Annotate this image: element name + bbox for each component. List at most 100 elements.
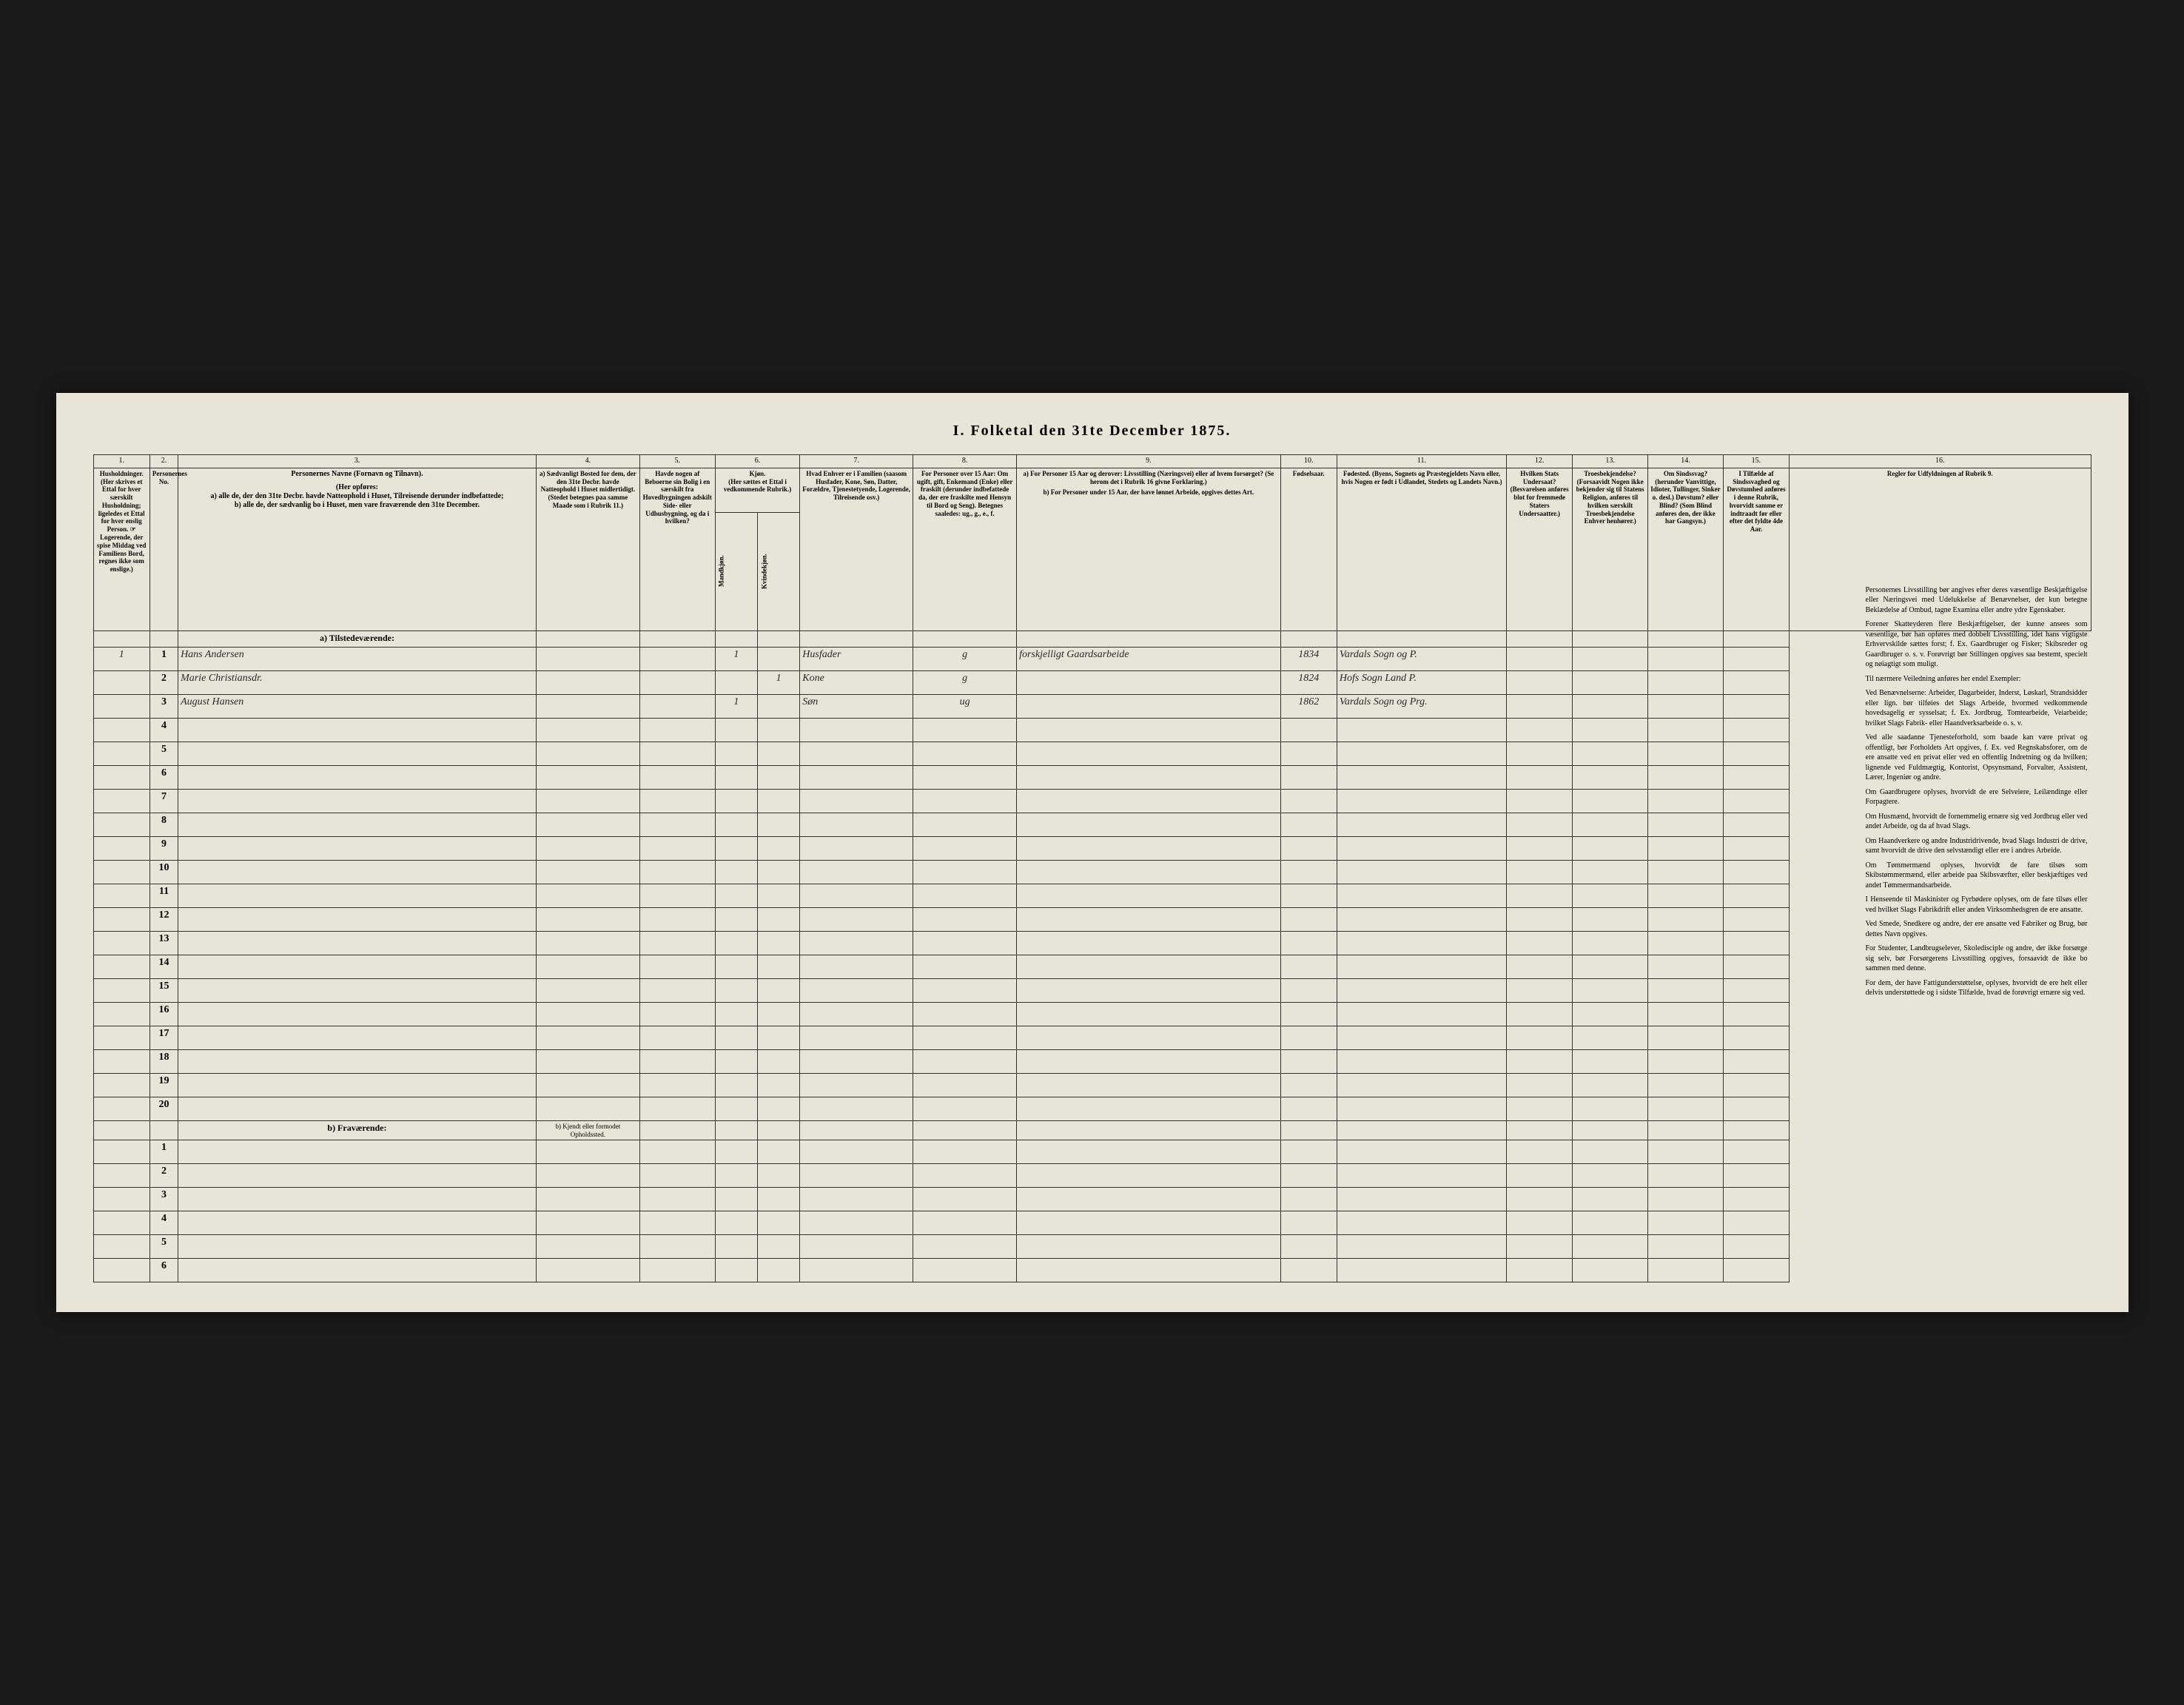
cell-occupation	[1017, 741, 1280, 765]
cell-occupation	[1017, 1235, 1280, 1259]
header-birthyear: Fødselsaar.	[1280, 468, 1337, 630]
cell-household	[93, 741, 149, 765]
cell-relation	[800, 1097, 913, 1120]
section-absent-c4: b) Kjendt eller formodet Opholdssted.	[536, 1120, 639, 1140]
cell-household	[93, 1211, 149, 1235]
header-names-intro: (Her opføres:	[181, 483, 534, 492]
header-names-title: Personernes Navne (Fornavn og Tilnavn).	[181, 470, 534, 479]
cell-residence	[536, 955, 639, 978]
cell-birthyear: 1824	[1280, 670, 1337, 694]
cell-civil	[913, 765, 1017, 789]
table-row: 11	[93, 884, 2091, 907]
table-row: 4	[93, 1211, 2091, 1235]
cell-occupation	[1017, 1026, 1280, 1049]
cell-name	[178, 1259, 537, 1282]
cell-disability-age	[1723, 670, 1789, 694]
header-names-b: b) alle de, der sædvanlig bo i Huset, me…	[181, 501, 534, 510]
table-row: 10	[93, 860, 2091, 884]
cell-occupation	[1017, 1211, 1280, 1235]
cell-outbuilding	[639, 694, 715, 718]
cell-relation	[800, 860, 913, 884]
cell-nationality	[1507, 647, 1573, 670]
cell-nationality	[1507, 955, 1573, 978]
cell-name	[178, 813, 537, 836]
cell-residence	[536, 765, 639, 789]
col-num: 3.	[178, 454, 537, 468]
cell-birthyear	[1280, 1235, 1337, 1259]
cell-disability	[1648, 765, 1724, 789]
cell-outbuilding	[639, 765, 715, 789]
cell-household	[93, 694, 149, 718]
cell-female	[758, 1097, 800, 1120]
cell-disability-age	[1723, 955, 1789, 978]
cell-disability-age	[1723, 741, 1789, 765]
instr-p: Om Haandverkere og andre Industridrivend…	[1866, 836, 2088, 856]
cell-disability	[1648, 955, 1724, 978]
cell-religion	[1573, 1140, 1648, 1164]
cell-disability	[1648, 1026, 1724, 1049]
instr-p: Ved Benævnelserne: Arbeider, Dagarbeider…	[1866, 688, 2088, 728]
cell-occupation	[1017, 884, 1280, 907]
cell-nationality	[1507, 1049, 1573, 1073]
cell-birthyear	[1280, 931, 1337, 955]
header-sex-title: Kjøn.	[718, 470, 798, 478]
cell-disability-age	[1723, 694, 1789, 718]
cell-birthplace	[1337, 789, 1506, 813]
cell-household	[93, 860, 149, 884]
cell-rownum: 6	[149, 1259, 178, 1282]
cell-relation	[800, 836, 913, 860]
cell-religion	[1573, 1049, 1648, 1073]
cell-relation	[800, 1073, 913, 1097]
cell-relation	[800, 1026, 913, 1049]
instr-p: I Henseende til Maskinister og Fyrbødere…	[1866, 895, 2088, 915]
cell-female	[758, 1049, 800, 1073]
cell-residence	[536, 931, 639, 955]
cell-disability	[1648, 813, 1724, 836]
cell-disability-age	[1723, 1259, 1789, 1282]
cell-birthplace	[1337, 1097, 1506, 1120]
cell-birthyear	[1280, 1211, 1337, 1235]
cell-relation	[800, 1211, 913, 1235]
cell-residence	[536, 1097, 639, 1120]
cell-residence	[536, 1073, 639, 1097]
cell-household	[93, 1073, 149, 1097]
cell-civil	[913, 1259, 1017, 1282]
cell-disability	[1648, 1002, 1724, 1026]
cell-outbuilding	[639, 741, 715, 765]
header-civil-status: For Personer over 15 Aar: Om ugift, gift…	[913, 468, 1017, 630]
cell-male	[715, 1073, 757, 1097]
section-absent: b) Fraværende: b) Kjendt eller formodet …	[93, 1120, 2091, 1140]
column-numbers-row: 1. 2. 3. 4. 5. 6. 7. 8. 9. 10. 11. 12. 1…	[93, 454, 2091, 468]
table-row: 14	[93, 955, 2091, 978]
table-row: 19	[93, 1073, 2091, 1097]
table-row: 17	[93, 1026, 2091, 1049]
cell-nationality	[1507, 741, 1573, 765]
cell-household	[93, 813, 149, 836]
cell-female	[758, 1026, 800, 1049]
cell-outbuilding	[639, 718, 715, 741]
cell-household	[93, 1049, 149, 1073]
cell-civil	[913, 813, 1017, 836]
col-num: 10.	[1280, 454, 1337, 468]
col-num: 9.	[1017, 454, 1280, 468]
cell-disability-age	[1723, 1097, 1789, 1120]
cell-outbuilding	[639, 647, 715, 670]
cell-civil	[913, 1073, 1017, 1097]
cell-civil	[913, 955, 1017, 978]
cell-disability	[1648, 884, 1724, 907]
cell-name	[178, 718, 537, 741]
cell-birthplace	[1337, 1211, 1506, 1235]
cell-religion	[1573, 1188, 1648, 1211]
cell-name	[178, 1049, 537, 1073]
table-row: 12	[93, 907, 2091, 931]
cell-birthyear	[1280, 1073, 1337, 1097]
cell-nationality	[1507, 836, 1573, 860]
cell-rownum: 10	[149, 860, 178, 884]
cell-name	[178, 1002, 537, 1026]
cell-rownum: 9	[149, 836, 178, 860]
cell-nationality	[1507, 670, 1573, 694]
cell-birthplace	[1337, 907, 1506, 931]
cell-household	[93, 1235, 149, 1259]
cell-female	[758, 1002, 800, 1026]
cell-disability	[1648, 907, 1724, 931]
